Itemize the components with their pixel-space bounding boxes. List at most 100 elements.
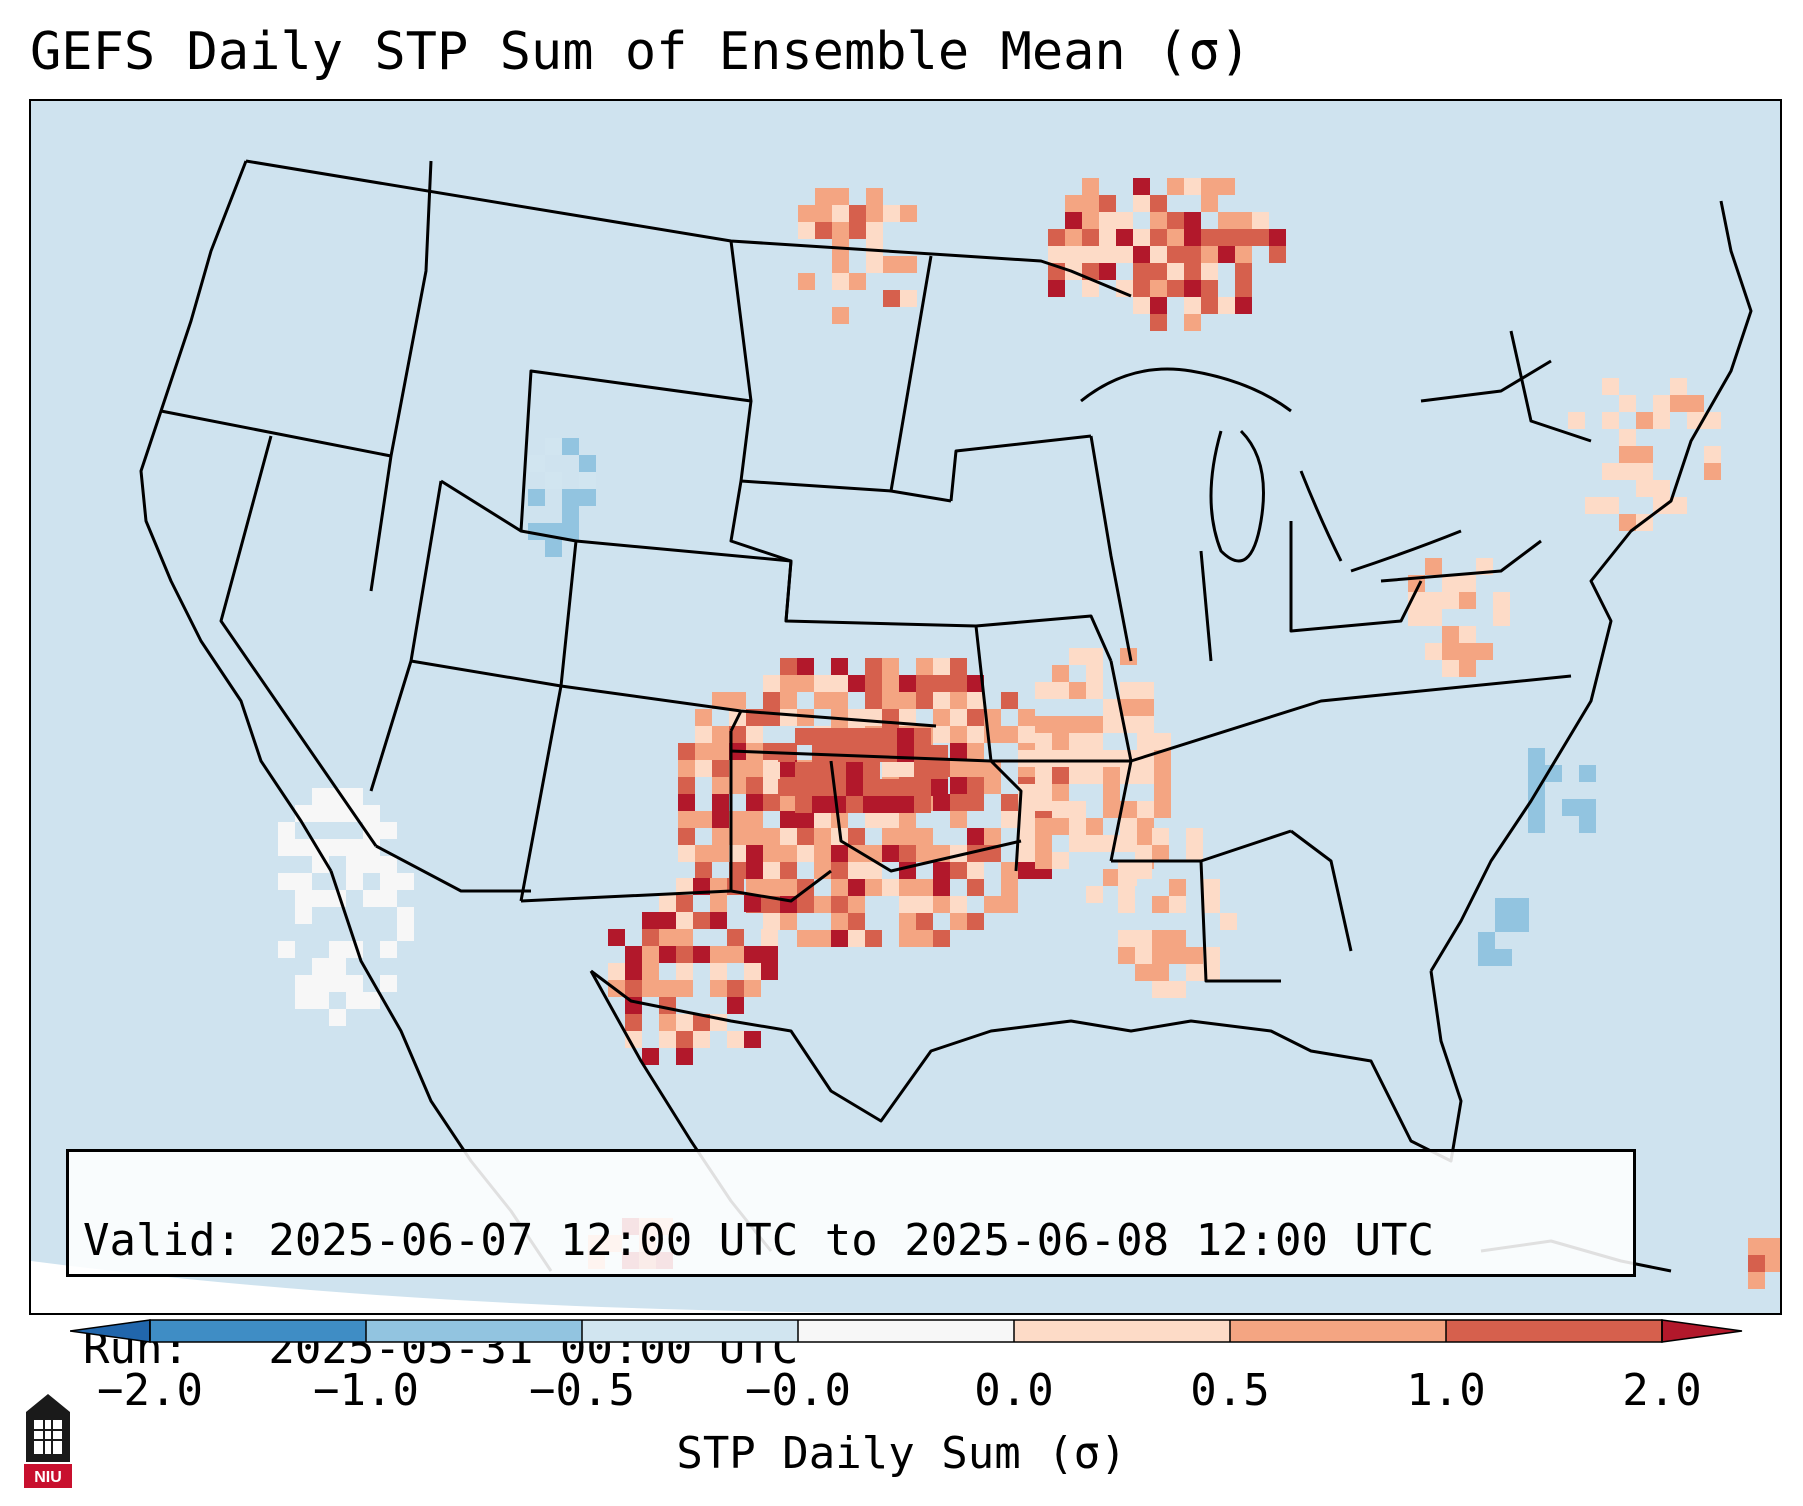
anomaly-cell: [1152, 845, 1169, 862]
anomaly-cell: [1137, 716, 1154, 733]
anomaly-cell: [846, 745, 863, 762]
anomaly-cell: [710, 980, 727, 997]
anomaly-cell: [899, 896, 916, 913]
anomaly-cell: [849, 205, 866, 222]
anomaly-cell: [848, 675, 865, 692]
anomaly-cell: [1478, 949, 1495, 966]
anomaly-cell: [1069, 733, 1086, 750]
anomaly-cell: [693, 1014, 710, 1031]
anomaly-cell: [712, 743, 729, 760]
anomaly-cell: [676, 895, 693, 912]
anomaly-cell: [1602, 463, 1619, 480]
anomaly-cell: [763, 692, 780, 709]
anomaly-cell: [295, 975, 312, 992]
anomaly-cell: [866, 239, 883, 256]
anomaly-cell: [984, 828, 1001, 845]
anomaly-cell: [967, 828, 984, 845]
anomaly-cell: [380, 890, 397, 907]
anomaly-cell: [763, 760, 780, 777]
stp-map: [31, 101, 1780, 1313]
anomaly-cell: [1018, 862, 1035, 879]
anomaly-cell: [1035, 835, 1052, 852]
anomaly-cell: [863, 779, 880, 796]
anomaly-cell: [678, 760, 695, 777]
anomaly-cell: [710, 912, 727, 929]
anomaly-cell: [882, 811, 899, 828]
anomaly-cell: [1099, 263, 1116, 280]
anomaly-cell: [1203, 947, 1220, 964]
anomaly-cell: [899, 879, 916, 896]
anomaly-cell: [1636, 446, 1653, 463]
colorbar-tick-label: 0.0: [974, 1365, 1054, 1416]
anomaly-cell: [608, 929, 625, 946]
anomaly-cell: [1052, 801, 1069, 818]
anomaly-cell: [1459, 643, 1476, 660]
anomaly-cell: [1670, 395, 1687, 412]
anomaly-cell: [1135, 930, 1152, 947]
anomaly-cell: [693, 912, 710, 929]
anomaly-cell: [863, 745, 880, 762]
anomaly-cell: [832, 273, 849, 290]
anomaly-cell: [1201, 229, 1218, 246]
anomaly-cell: [1069, 648, 1086, 665]
anomaly-cell: [1137, 818, 1154, 835]
anomaly-cell: [916, 930, 933, 947]
anomaly-cell: [678, 743, 695, 760]
anomaly-cell: [676, 963, 693, 980]
anomaly-cell: [1636, 463, 1653, 480]
anomaly-cell: [1086, 648, 1103, 665]
anomaly-cell: [950, 692, 967, 709]
anomaly-cell: [1653, 412, 1670, 429]
anomaly-cell: [1135, 947, 1152, 964]
anomaly-cell: [1495, 915, 1512, 932]
domain-edge: [31, 1261, 931, 1313]
anomaly-cell: [329, 958, 346, 975]
anomaly-cell: [829, 728, 846, 745]
anomaly-cell: [528, 489, 545, 506]
anomaly-cell: [1495, 898, 1512, 915]
anomaly-cell: [1218, 246, 1235, 263]
anomaly-cell: [780, 692, 797, 709]
anomaly-cell: [1528, 748, 1545, 765]
anomaly-cell: [1154, 733, 1171, 750]
anomaly-cell: [1065, 195, 1082, 212]
anomaly-cell: [866, 256, 883, 273]
anomaly-cell: [746, 760, 763, 777]
anomaly-cell: [1052, 733, 1069, 750]
anomaly-cell: [1203, 896, 1220, 913]
anomaly-cell: [1118, 862, 1135, 879]
anomaly-cell: [528, 455, 545, 472]
anomaly-cell: [1133, 280, 1150, 297]
anomaly-cell: [1103, 784, 1120, 801]
anomaly-cell: [984, 777, 1001, 794]
anomaly-cell: [933, 658, 950, 675]
anomaly-cell: [695, 760, 712, 777]
anomaly-cell: [832, 307, 849, 324]
colorbar-segment: [1446, 1320, 1662, 1342]
anomaly-cell: [812, 779, 829, 796]
anomaly-cell: [1103, 699, 1120, 716]
anomaly-cell: [1103, 801, 1120, 818]
anomaly-cell: [346, 788, 363, 805]
anomaly-cell: [1459, 660, 1476, 677]
anomaly-cell: [967, 743, 984, 760]
anomaly-cell: [1048, 246, 1065, 263]
anomaly-cell: [984, 760, 1001, 777]
anomaly-cell: [1137, 801, 1154, 818]
anomaly-cell: [899, 930, 916, 947]
anomaly-cell: [1167, 263, 1184, 280]
anomaly-cell: [746, 879, 763, 896]
anomaly-cell: [882, 658, 899, 675]
anomaly-cell: [710, 946, 727, 963]
anomaly-cell: [831, 845, 848, 862]
anomaly-cell: [625, 963, 642, 980]
anomaly-cell: [967, 879, 984, 896]
anomaly-cell: [831, 913, 848, 930]
anomaly-cell: [916, 658, 933, 675]
anomaly-cell: [746, 828, 763, 845]
anomaly-cell: [950, 896, 967, 913]
anomaly-cell: [950, 777, 967, 794]
anomaly-cell: [846, 728, 863, 745]
anomaly-cell: [1201, 178, 1218, 195]
anomaly-cell: [863, 796, 880, 813]
